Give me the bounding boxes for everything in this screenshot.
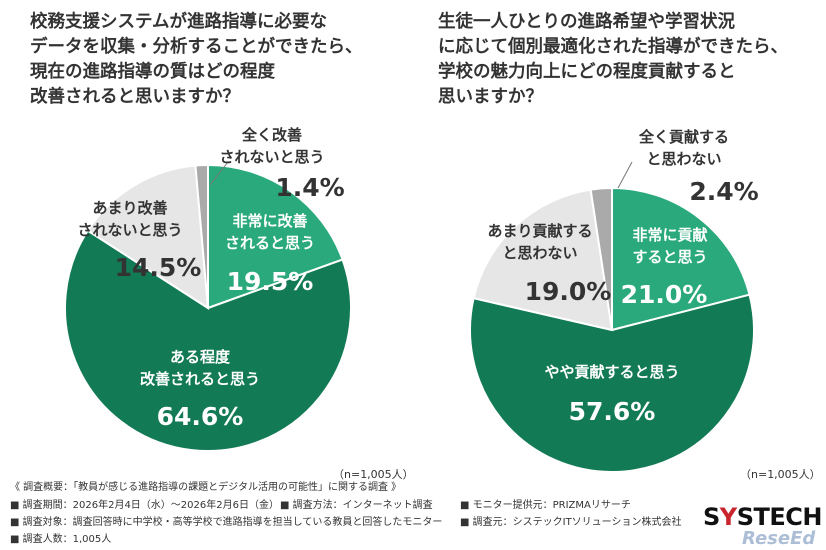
slice-label: 全く改善されないと思う [219,126,324,166]
pie-slice [207,163,344,310]
slice-value-label: 21.0% [621,280,708,309]
slice-label: あまり改善されないと思う [77,199,182,239]
slice-value-label: 1.4% [275,173,344,202]
pie-slice [472,188,614,332]
survey-method: ■ 調査方法：インターネット調査 [280,500,433,511]
survey-overview: 《 調査概要：「教員が感じる進路指導の課題とデジタル活用の可能性」に関する調査 … [10,482,402,493]
systech-logo: SYSTECH [703,503,822,531]
slice-label: あまり貢献すると思わない [487,222,592,262]
pie-slice [589,186,613,331]
slice-label: やや貢献すると思う [544,363,679,381]
slice-value-label: 19.0% [525,277,612,306]
chart-1-question: 校務支援システムが進路指導に必要な データを収集・分析することができたら、 現在… [30,12,363,107]
chart-2-question: 生徒一人ひとりの進路希望や学習状況 に応じて個別最適化された指導ができたら、 学… [438,12,788,107]
watermark: ReseEd [742,528,816,549]
chart-1-sample-size: （n=1,005人） [333,468,414,481]
slice-value-label: 14.5% [115,253,202,282]
pie-slice [611,186,751,332]
slice-label: 非常に改善されると思う [225,212,315,252]
chart-2-sample-size: （n=1,005人） [740,468,821,481]
survey-organizer: ■ 調査元：システックITソリューション株式会社 [460,517,682,528]
survey-target: ■ 調査対象：調査回答時に中学校・高等学校で進路指導を担当している教員と回答した… [10,517,443,528]
leader-line [617,161,633,189]
slice-label: ある程度改善されると思う [140,348,260,388]
survey-count: ■ 調査人数：1,005人 [10,534,112,545]
slice-value-label: 19.5% [227,267,314,296]
slice-label: 全く貢献すると思わない [638,128,729,168]
pie-slice [469,293,755,473]
survey-period: ■ 調査期間：2026年2月4日（水）～2026年2月6日（金） [10,500,279,511]
pie-chart-2: 非常に貢献すると思う 21.0% やや貢献すると思う 57.6% あまり貢献すると思わな… [469,128,759,473]
leader-line [209,161,229,186]
pie-slice [64,229,353,452]
survey-provider: ■ モニター提供元：PRIZMAリサーチ [460,500,631,511]
pie-chart-1: 非常に改善されると思う 19.5% ある程度改善されると思う 64.6% あまり改善され… [64,126,353,452]
slice-label: 非常に貢献すると思う [632,226,707,266]
slice-value-label: 2.4% [689,177,758,206]
pie-slice [86,164,210,310]
slice-value-label: 57.6% [569,397,656,426]
slice-value-label: 64.6% [157,402,244,431]
pie-slice [194,163,209,309]
